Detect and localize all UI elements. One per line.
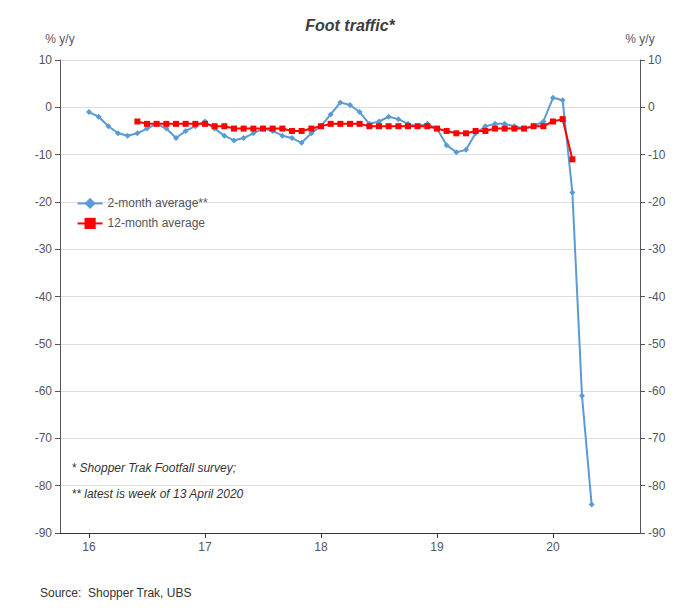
svg-text:12-month average: 12-month average — [108, 216, 206, 230]
svg-text:17: 17 — [198, 540, 212, 554]
svg-text:-80: -80 — [35, 479, 53, 493]
svg-text:** latest is week of 13 April: ** latest is week of 13 April 2020 — [72, 487, 244, 501]
svg-text:Foot traffic*: Foot traffic* — [305, 17, 395, 34]
svg-text:-30: -30 — [35, 242, 53, 256]
svg-text:Source: Shopper Trak, UBS: Source: Shopper Trak, UBS — [40, 586, 191, 600]
svg-text:19: 19 — [430, 540, 444, 554]
svg-text:2-month average**: 2-month average** — [108, 196, 208, 210]
svg-text:10: 10 — [39, 53, 53, 67]
svg-text:-70: -70 — [35, 431, 53, 445]
svg-text:-10: -10 — [648, 148, 666, 162]
svg-text:20: 20 — [546, 540, 560, 554]
svg-text:-90: -90 — [648, 526, 666, 540]
svg-text:% y/y: % y/y — [625, 32, 654, 46]
svg-text:% y/y: % y/y — [45, 32, 74, 46]
svg-text:-20: -20 — [35, 195, 53, 209]
svg-text:-40: -40 — [648, 290, 666, 304]
svg-text:0: 0 — [45, 100, 52, 114]
svg-text:16: 16 — [82, 540, 96, 554]
svg-text:0: 0 — [648, 100, 655, 114]
svg-text:-50: -50 — [35, 337, 53, 351]
svg-text:-60: -60 — [648, 384, 666, 398]
svg-text:-10: -10 — [35, 148, 53, 162]
svg-text:-20: -20 — [648, 195, 666, 209]
svg-text:-90: -90 — [35, 526, 53, 540]
svg-text:-50: -50 — [648, 337, 666, 351]
svg-text:18: 18 — [314, 540, 328, 554]
svg-text:-60: -60 — [35, 384, 53, 398]
svg-text:-70: -70 — [648, 431, 666, 445]
svg-text:* Shopper Trak Footfall survey: * Shopper Trak Footfall survey; — [72, 461, 237, 475]
svg-text:-40: -40 — [35, 290, 53, 304]
svg-text:-30: -30 — [648, 242, 666, 256]
svg-text:10: 10 — [648, 53, 662, 67]
svg-text:-80: -80 — [648, 479, 666, 493]
